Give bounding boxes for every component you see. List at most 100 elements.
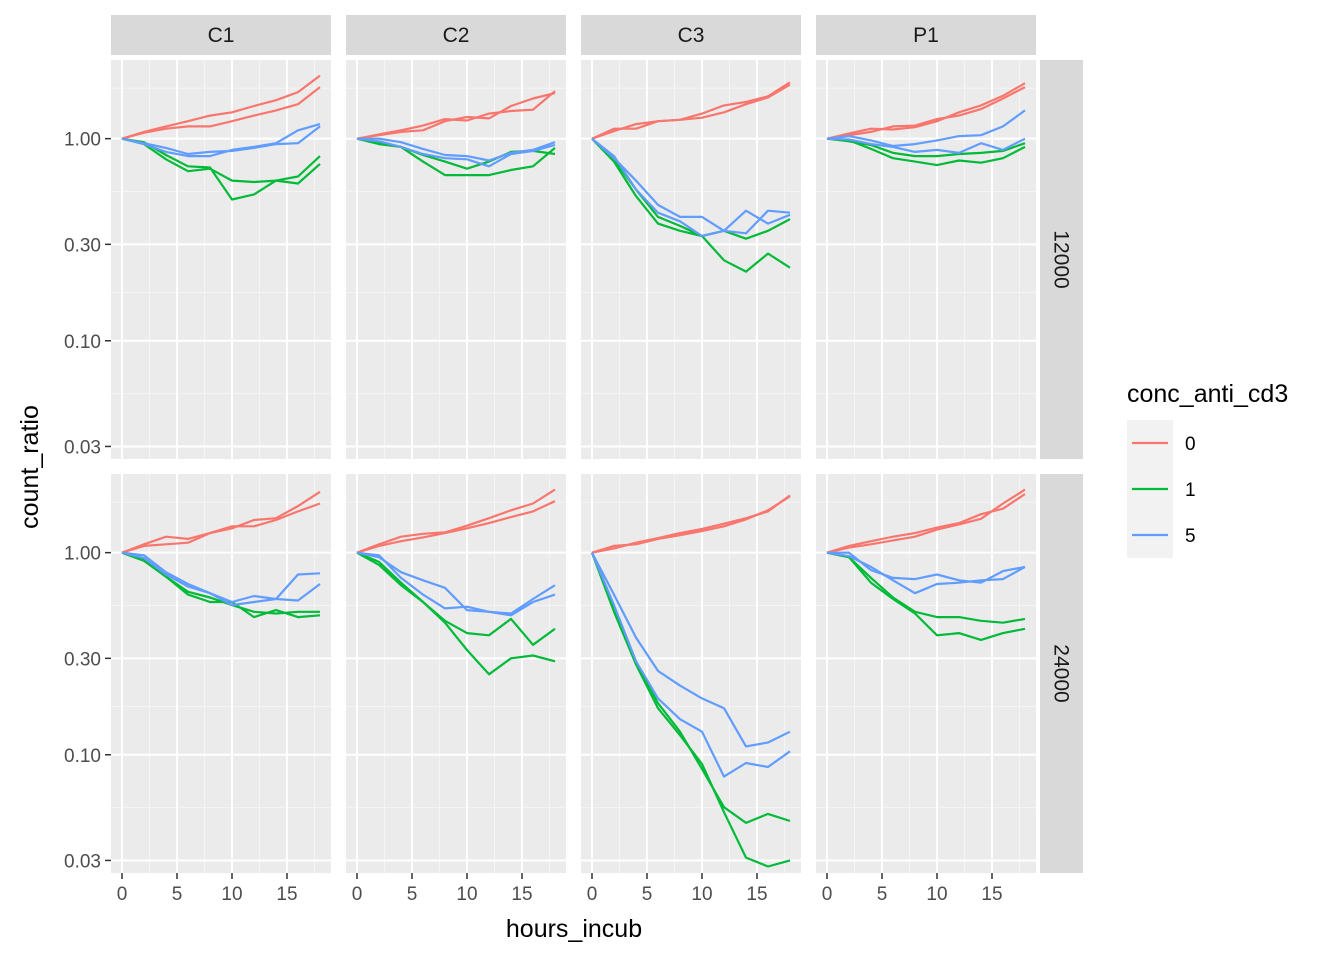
panel-C3-12000 <box>581 60 801 459</box>
series-line-group-0 <box>121 502 321 554</box>
series-line-group-0 <box>121 74 321 140</box>
row-strip-label-24000: 24000 <box>1050 644 1073 702</box>
series-line-group-5 <box>121 123 321 158</box>
panel-C2-24000 <box>346 474 566 873</box>
gridlines <box>581 60 801 459</box>
column-strip-label-P1: P1 <box>913 24 939 47</box>
row-strip-24000 <box>1040 474 1083 873</box>
y-tick-label: 0.30 <box>64 235 101 256</box>
panel-P1-24000 <box>816 474 1036 873</box>
column-strip-label-C2: C2 <box>443 24 470 47</box>
panel-background <box>581 60 801 459</box>
series-line-group-5 <box>356 551 556 615</box>
column-strip-C2 <box>346 15 566 55</box>
legend-title: conc_anti_cd3 <box>1127 380 1288 408</box>
series-line-group-5 <box>826 137 1026 154</box>
series-line-group-0 <box>591 81 791 140</box>
x-tick-label: 10 <box>456 884 477 905</box>
series-line-group-5 <box>591 137 791 238</box>
series-line-group-0 <box>826 488 1026 554</box>
gridlines <box>346 474 566 873</box>
legend-label-1: 1 <box>1185 480 1196 501</box>
series-line-group-1 <box>826 137 1026 167</box>
y-tick-label: 0.03 <box>64 437 101 458</box>
x-tick-label: 15 <box>981 884 1002 905</box>
legend-label-0: 0 <box>1185 434 1196 455</box>
panel-C1-24000 <box>111 474 331 873</box>
gridlines <box>111 474 331 873</box>
legend: conc_anti_cd3 0 1 5 <box>1127 380 1288 558</box>
series-line-group-1 <box>121 137 321 184</box>
series-line-group-5 <box>826 109 1026 148</box>
column-strip-P1 <box>816 15 1036 55</box>
panels <box>111 60 1036 873</box>
series-line-group-1 <box>356 551 556 676</box>
series-line-group-1 <box>826 551 1026 642</box>
column-strip-label-C3: C3 <box>678 24 705 47</box>
x-tick-label: 10 <box>926 884 947 905</box>
panel-background <box>346 60 566 459</box>
series-line-group-0 <box>356 500 556 554</box>
series-line-group-0 <box>826 82 1026 140</box>
column-strip-C3 <box>581 15 801 55</box>
x-tick-label: 0 <box>822 884 833 905</box>
x-tick-label: 5 <box>642 884 653 905</box>
series-line-group-1 <box>591 137 791 273</box>
x-tick-label: 15 <box>276 884 297 905</box>
series-line-group-0 <box>121 86 321 140</box>
y-tick-label: 0.10 <box>64 746 101 767</box>
x-tick-label: 10 <box>221 884 242 905</box>
y-tick-label: 0.10 <box>64 332 101 353</box>
panel-C1-12000 <box>111 60 331 459</box>
x-tick-label: 0 <box>117 884 128 905</box>
series-line-group-1 <box>356 551 556 646</box>
row-strip-12000 <box>1040 60 1083 459</box>
panel-C3-24000 <box>581 474 801 873</box>
row-strip-label-12000: 12000 <box>1050 230 1073 288</box>
series-line-group-1 <box>826 551 1026 624</box>
y-tick-label: 0.30 <box>64 649 101 670</box>
gridlines <box>346 60 566 459</box>
series-line-group-1 <box>121 551 320 615</box>
row-strips: 12000 24000 <box>1040 60 1083 873</box>
y-axes: 0.03 0.10 0.30 1.00 0.03 0.10 0.30 1.00 <box>64 130 111 872</box>
x-tick-label: 5 <box>877 884 888 905</box>
x-axes: 0 5 10 15 0 5 10 15 0 5 10 15 0 5 10 15 <box>117 873 1003 905</box>
series-line-group-5 <box>827 551 1026 584</box>
panel-background <box>111 474 331 873</box>
y-tick-label: 0.03 <box>64 851 101 872</box>
x-tick-label: 15 <box>746 884 767 905</box>
panel-background <box>816 474 1036 873</box>
series-line-group-0 <box>591 494 791 554</box>
series-line-group-5 <box>590 552 791 778</box>
series-line-group-0 <box>356 488 556 554</box>
series-line-group-5 <box>121 551 321 604</box>
x-tick-label: 5 <box>172 884 183 905</box>
column-strips: C1 C2 C3 P1 <box>111 15 1036 55</box>
panel-background <box>346 474 566 873</box>
x-tick-label: 15 <box>511 884 532 905</box>
series-line-group-5 <box>591 137 791 232</box>
series-line-group-1 <box>826 137 1026 158</box>
column-strip-label-C1: C1 <box>208 24 235 47</box>
column-strip-C1 <box>111 15 331 55</box>
y-tick-label: 1.00 <box>64 130 101 151</box>
panel-P1-12000 <box>816 60 1036 459</box>
y-axis-title: count_ratio <box>16 405 44 529</box>
series-line-group-5 <box>121 551 321 607</box>
gridlines <box>111 60 331 459</box>
panel-background <box>581 474 801 873</box>
series-line-group-0 <box>826 86 1026 140</box>
gridlines <box>581 474 801 873</box>
series-line-group-5 <box>121 125 321 156</box>
x-axis-title: hours_incub <box>506 915 642 943</box>
panel-C2-12000 <box>346 60 566 459</box>
series-line-group-5 <box>591 552 791 748</box>
x-tick-label: 0 <box>352 884 363 905</box>
gridlines <box>816 60 1036 459</box>
x-tick-label: 0 <box>587 884 598 905</box>
series-line-group-0 <box>356 92 556 140</box>
gridlines <box>816 474 1036 873</box>
legend-label-5: 5 <box>1185 526 1196 547</box>
